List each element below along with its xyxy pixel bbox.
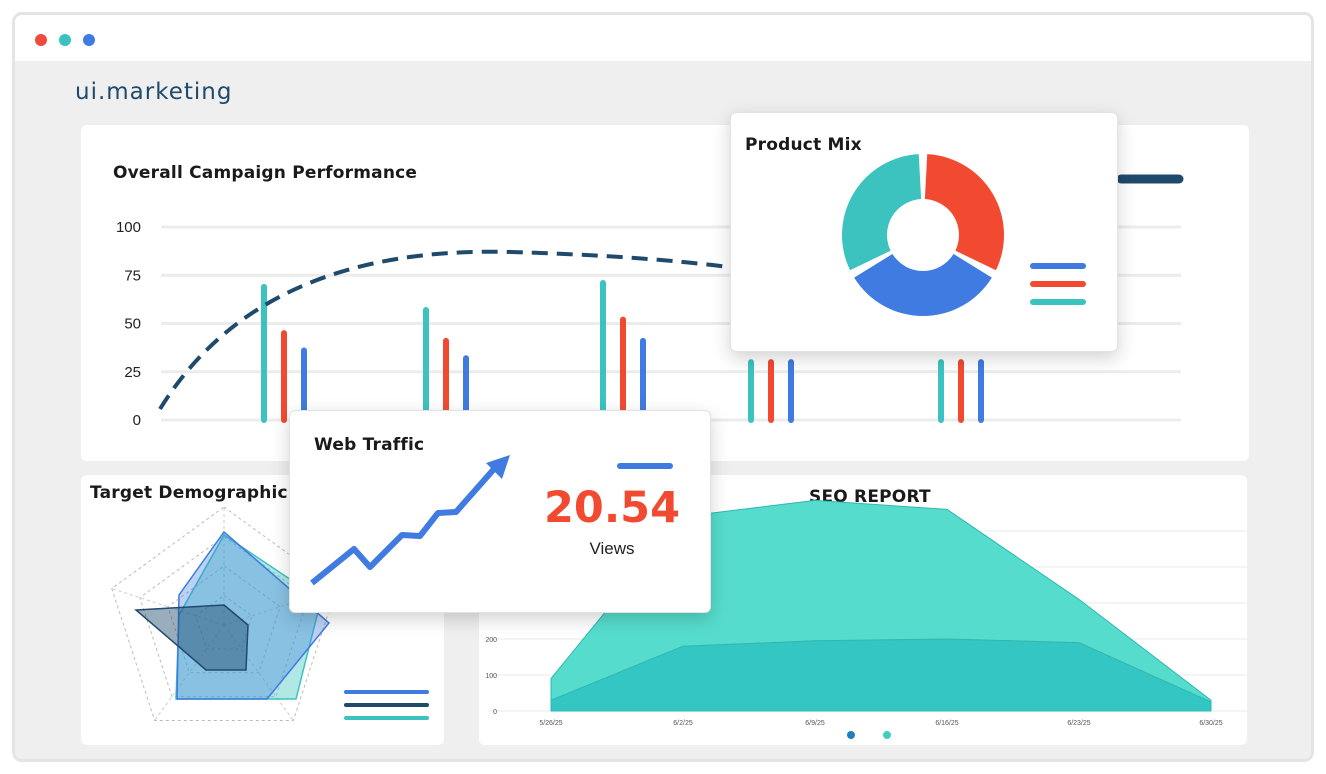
close-window-button[interactable] xyxy=(35,34,47,46)
web-traffic-trend xyxy=(310,455,510,586)
campaign-card-title: Overall Campaign Performance xyxy=(113,163,418,183)
seo-y-tick-label: 100 xyxy=(485,673,497,680)
seo-x-tick-label: 6/9/25 xyxy=(805,720,825,727)
seo-y-tick-label: 0 xyxy=(493,709,497,716)
seo-legend-dot xyxy=(847,731,855,739)
demographic-radar-chart xyxy=(111,506,429,721)
radar-axis xyxy=(111,588,225,626)
seo-area-tealdark xyxy=(550,638,1212,712)
web-traffic-legend-bar xyxy=(617,463,673,469)
y-tick-label: 75 xyxy=(124,267,141,284)
radar-series-navy xyxy=(134,604,249,671)
target-demographic-card: Target Demographic xyxy=(81,475,444,745)
product-mix-title: Product Mix xyxy=(745,135,862,155)
web-traffic-unit: Views xyxy=(589,539,635,558)
donut-slice-red xyxy=(924,154,1004,271)
seo-x-tick-label: 5/26/25 xyxy=(539,720,562,727)
browser-window: ui.marketing Overall Campaign Performanc… xyxy=(12,12,1314,762)
seo-x-tick-label: 6/23/25 xyxy=(1067,720,1090,727)
traffic-trend-line xyxy=(310,467,497,586)
brand-logo[interactable]: ui.marketing xyxy=(75,79,233,105)
demographic-card-title: Target Demographic xyxy=(90,483,288,503)
web-traffic-value: 20.54 xyxy=(543,483,680,533)
title-bar xyxy=(15,15,1311,61)
donut-slice-blue xyxy=(854,253,992,316)
seo-legend-dot xyxy=(883,731,891,739)
y-tick-label: 100 xyxy=(116,219,141,236)
seo-x-tick-label: 6/16/25 xyxy=(935,720,958,727)
radar-grid-ring xyxy=(167,565,281,674)
donut-slice-teal xyxy=(842,154,922,271)
product-mix-card: Product Mix xyxy=(730,112,1118,352)
radar-axis xyxy=(154,624,225,721)
seo-y-tick-label: 200 xyxy=(485,637,497,644)
radar-axis xyxy=(223,624,294,721)
maximize-window-button[interactable] xyxy=(83,34,95,46)
web-traffic-card: Web Traffic 20.54 Views xyxy=(289,410,711,613)
minimize-window-button[interactable] xyxy=(59,34,71,46)
y-tick-label: 0 xyxy=(133,412,141,429)
radar-grid-ring xyxy=(195,594,253,650)
product-mix-donut xyxy=(842,154,1086,316)
seo-x-tick-label: 6/2/25 xyxy=(673,720,693,727)
web-traffic-title: Web Traffic xyxy=(314,435,425,455)
trend-arrow-icon xyxy=(486,455,510,479)
seo-area-chart: 200 100 0 5/26/25 6/2/25 6/9/25 6/16/25 6/23/25… xyxy=(485,499,1247,739)
trend-line xyxy=(158,249,782,411)
seo-x-tick-label: 6/30/25 xyxy=(1199,720,1222,727)
y-tick-label: 50 xyxy=(124,316,141,333)
y-tick-label: 25 xyxy=(124,364,141,381)
